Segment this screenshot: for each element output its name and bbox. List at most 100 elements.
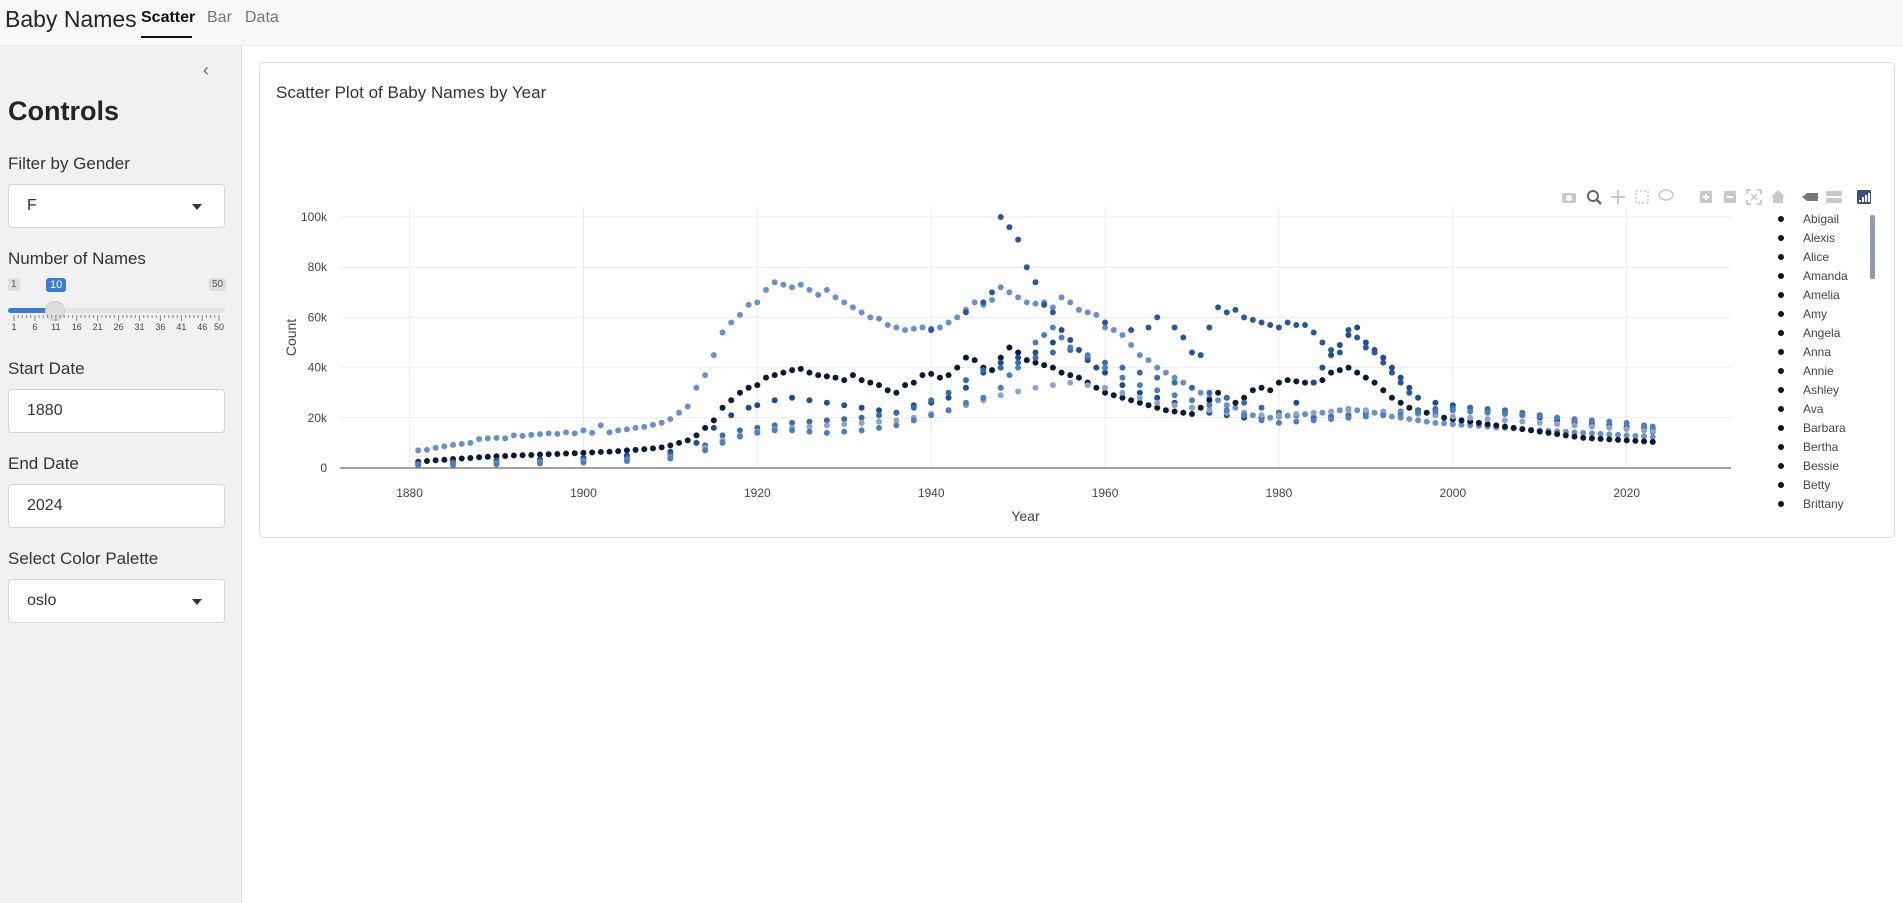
scatter-point[interactable] <box>1641 438 1648 445</box>
tab-data[interactable]: Data <box>245 9 279 26</box>
scatter-point[interactable] <box>1441 414 1448 421</box>
legend-item[interactable]: Amanda <box>1778 269 1848 283</box>
scatter-point[interactable] <box>1388 369 1395 376</box>
scatter-point[interactable] <box>1415 394 1422 401</box>
scatter-point[interactable] <box>649 445 656 452</box>
scatter-point[interactable] <box>710 417 717 424</box>
scatter-point[interactable] <box>1458 417 1465 424</box>
start-date-input[interactable]: 1880 <box>8 389 225 433</box>
scatter-point[interactable] <box>458 455 465 462</box>
scatter-point[interactable] <box>1032 359 1039 366</box>
scatter-point[interactable] <box>754 299 761 306</box>
scatter-point[interactable] <box>1388 413 1395 420</box>
scatter-point[interactable] <box>1015 359 1022 366</box>
scatter-point[interactable] <box>1597 430 1604 437</box>
scatter-point[interactable] <box>1032 354 1039 361</box>
scatter-point[interactable] <box>450 441 457 448</box>
legend-item[interactable]: Alice <box>1778 250 1829 264</box>
scatter-point[interactable] <box>780 281 787 288</box>
scatter-point[interactable] <box>1075 306 1082 313</box>
scatter-point[interactable] <box>1093 311 1100 318</box>
scatter-point[interactable] <box>1484 409 1491 416</box>
scatter-point[interactable] <box>432 457 439 464</box>
scatter-point[interactable] <box>1623 437 1630 444</box>
scatter-point[interactable] <box>1406 404 1413 411</box>
scatter-point[interactable] <box>1588 423 1595 430</box>
scatter-point[interactable] <box>771 279 778 286</box>
scatter-point[interactable] <box>1275 419 1282 426</box>
scatter-point[interactable] <box>1128 326 1135 333</box>
scatter-point[interactable] <box>1423 409 1430 416</box>
scatter-point[interactable] <box>1406 389 1413 396</box>
scatter-point[interactable] <box>1267 387 1274 394</box>
scatter-point[interactable] <box>1197 389 1204 396</box>
scatter-point[interactable] <box>467 439 474 446</box>
hover-closest-icon[interactable] <box>1826 191 1842 203</box>
scatter-point[interactable] <box>1188 349 1195 356</box>
scatter-point[interactable] <box>1554 431 1561 438</box>
scatter-point[interactable] <box>1058 334 1065 341</box>
scatter-point[interactable] <box>1136 352 1143 359</box>
scatter-point[interactable] <box>1415 417 1422 424</box>
scatter-point[interactable] <box>563 450 570 457</box>
scatter-point[interactable] <box>1354 334 1361 341</box>
scatter-point[interactable] <box>1006 344 1013 351</box>
scatter-point[interactable] <box>1554 414 1561 421</box>
scatter-point[interactable] <box>919 372 926 379</box>
scatter-point[interactable] <box>658 444 665 451</box>
scatter-point[interactable] <box>771 427 778 434</box>
scatter-point[interactable] <box>745 301 752 308</box>
scatter-point[interactable] <box>1093 364 1100 371</box>
scatter-point[interactable] <box>1006 224 1013 231</box>
scatter-point[interactable] <box>806 418 813 425</box>
scatter-point[interactable] <box>484 435 491 442</box>
scatter-point[interactable] <box>1015 388 1022 395</box>
scatter-point[interactable] <box>1406 384 1413 391</box>
scatter-point[interactable] <box>1171 379 1178 386</box>
scatter-point[interactable] <box>554 450 561 457</box>
scatter-point[interactable] <box>1145 402 1152 409</box>
legend-item[interactable]: Ashley <box>1778 383 1839 397</box>
scatter-point[interactable] <box>1588 435 1595 442</box>
legend-item[interactable]: Alexis <box>1778 231 1835 245</box>
scatter-point[interactable] <box>962 377 969 384</box>
scatter-point[interactable] <box>1136 369 1143 376</box>
scatter-point[interactable] <box>936 374 943 381</box>
scatter-point[interactable] <box>771 397 778 404</box>
scatter-point[interactable] <box>1354 324 1361 331</box>
scatter-point[interactable] <box>702 372 709 379</box>
scatter-point[interactable] <box>728 397 735 404</box>
zoom-in-icon[interactable] <box>1700 191 1712 203</box>
scatter-point[interactable] <box>1623 432 1630 439</box>
plotly-logo-icon[interactable] <box>1857 190 1871 204</box>
scatter-point[interactable] <box>754 382 761 389</box>
scatter-point[interactable] <box>1075 347 1082 354</box>
scatter-point[interactable] <box>841 428 848 435</box>
scatter-point[interactable] <box>1501 423 1508 430</box>
scatter-point[interactable] <box>858 427 865 434</box>
scatter-point[interactable] <box>1015 364 1022 371</box>
scatter-point[interactable] <box>1362 344 1369 351</box>
scatter-point[interactable] <box>710 424 717 431</box>
scatter-point[interactable] <box>893 422 900 429</box>
scatter-point[interactable] <box>1215 397 1222 404</box>
scatter-point[interactable] <box>823 422 830 429</box>
scatter-point[interactable] <box>450 461 457 468</box>
scatter-point[interactable] <box>1649 423 1656 430</box>
scatter-point[interactable] <box>1154 399 1161 406</box>
zoom-icon[interactable] <box>1587 190 1602 205</box>
scatter-point[interactable] <box>1102 384 1109 391</box>
scatter-point[interactable] <box>1302 411 1309 418</box>
scatter-point[interactable] <box>1136 382 1143 389</box>
scatter-point[interactable] <box>641 423 648 430</box>
scatter-point[interactable] <box>945 372 952 379</box>
scatter-point[interactable] <box>1102 369 1109 376</box>
scatter-point[interactable] <box>754 402 761 409</box>
scatter-point[interactable] <box>1049 339 1056 346</box>
scatter-point[interactable] <box>467 454 474 461</box>
scatter-point[interactable] <box>1571 422 1578 429</box>
scatter-point[interactable] <box>1241 412 1248 419</box>
scatter-point[interactable] <box>962 384 969 391</box>
scatter-point[interactable] <box>1397 411 1404 418</box>
scatter-point[interactable] <box>1380 412 1387 419</box>
